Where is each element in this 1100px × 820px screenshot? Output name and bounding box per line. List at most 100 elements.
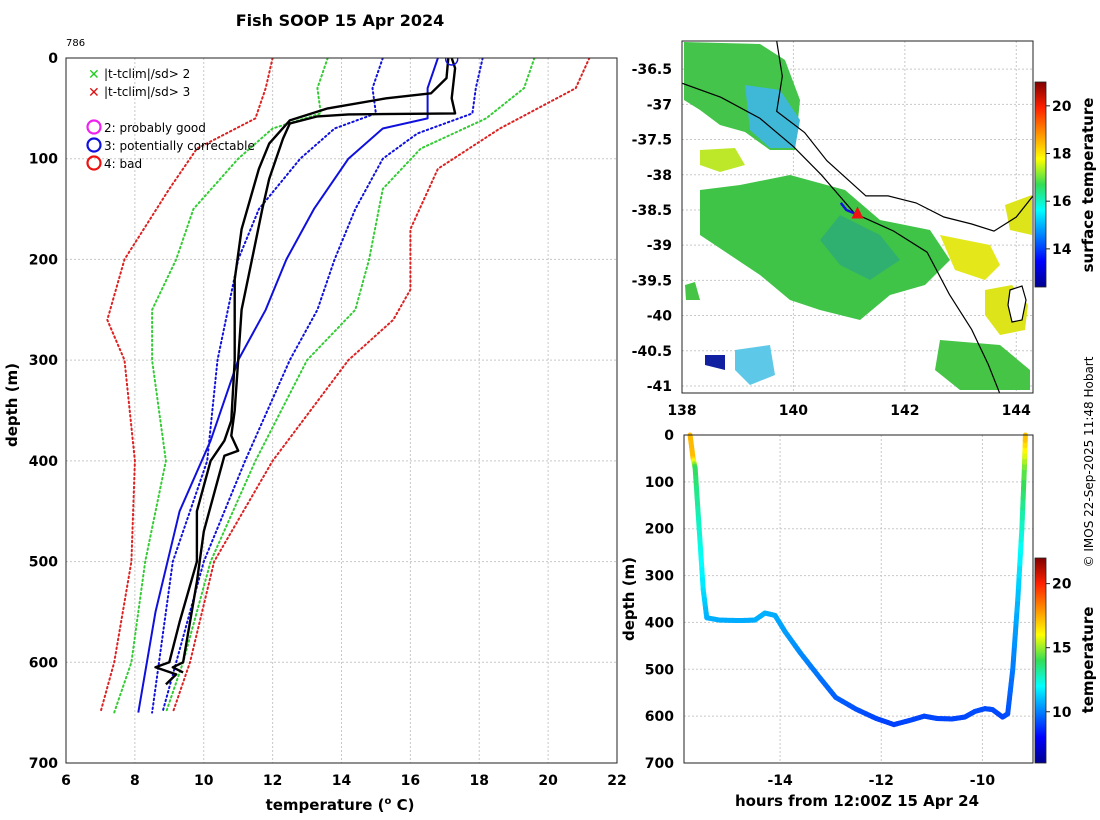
- series-clim-1sd: [151, 58, 384, 714]
- blue-circle-icon: [86, 137, 102, 153]
- sst-colorbar: [1034, 81, 1047, 288]
- profile-x-label: temperature (o C): [266, 796, 415, 814]
- series-clim-mean: [137, 58, 439, 713]
- sst-patch-cold: [705, 355, 725, 370]
- island-outline: [1007, 285, 1027, 323]
- sst-patch-dark: [820, 215, 900, 280]
- map-x-tick-label: 138: [667, 403, 696, 419]
- temp-colorbar-tick-label: 10: [1052, 705, 1072, 721]
- series-xbt-profile-1: [171, 58, 457, 674]
- temp-colorbar-label: temperature: [1079, 607, 1097, 714]
- x-tick-label: 14: [332, 773, 352, 789]
- map-y-tick-label: -40.5: [632, 344, 672, 360]
- time-depth-panel: -14 -12 -10 0 100 200 300 400 500 600 700 hours fr…: [620, 428, 1097, 810]
- y-tick-label: 700: [29, 756, 58, 772]
- time-depth-axes-box: [683, 434, 1034, 764]
- svg-text:2: probably good: 2: probably good: [104, 121, 206, 135]
- x-tick-label: 8: [130, 773, 140, 789]
- sst-patch-sw: [735, 345, 775, 385]
- x-tick-label: 18: [470, 773, 489, 789]
- time-depth-ticks: -14 -12 -10 0 100 200 300 400 500 600 700: [645, 428, 996, 789]
- sst-patch-yellowgreen: [700, 148, 745, 172]
- temp-colorbar-tick-label: 20: [1052, 577, 1072, 593]
- series-xbt-profile-2: [154, 58, 450, 686]
- x-tick-label: 16: [401, 773, 420, 789]
- sst-patch-central: [700, 175, 950, 320]
- map-y-tick-label: -39: [647, 238, 672, 254]
- series-clim-2sd: [113, 58, 329, 714]
- map-axes-box: [681, 40, 1034, 394]
- y-tick-label: 0: [48, 51, 58, 67]
- x-tick-label: 10: [194, 773, 214, 789]
- magenta-circle-icon: [86, 119, 102, 135]
- sst-field: [684, 42, 1032, 390]
- td-y-tick-label: 700: [645, 756, 674, 772]
- map-y-tick-label: -40: [647, 309, 673, 325]
- x-tick-label: 6: [61, 773, 71, 789]
- sst-colorbar-tick-label: 16: [1052, 194, 1071, 210]
- station-triangle-icon: [851, 206, 864, 219]
- x-tick-label: 12: [263, 773, 282, 789]
- x-tick-label: 22: [607, 773, 626, 789]
- sst-patch-cool: [745, 85, 800, 148]
- sst-colorbar-tick-label: 14: [1052, 242, 1072, 258]
- td-y-tick-label: 400: [645, 615, 674, 631]
- temp-colorbar: [1034, 557, 1047, 764]
- map-panel: 138 140 142 144 -36.5 -37 -37.5 -38 -38.5 -39 -39.…: [632, 40, 1097, 419]
- map-x-tick-label: 140: [779, 403, 808, 419]
- series-clim-2sd: [164, 58, 536, 714]
- chart-title: Fish SOOP 15 Apr 2024: [236, 11, 445, 30]
- coastline: [776, 41, 1033, 232]
- ship-track: [839, 202, 856, 215]
- map-x-tick-label: 144: [1002, 403, 1031, 419]
- map-y-tick-label: -37.5: [632, 133, 672, 149]
- qc-marker-circle-icon: [445, 58, 459, 66]
- svg-text:|t-tclim|/sd> 2: |t-tclim|/sd> 2: [104, 67, 190, 81]
- series-clim-3sd: [171, 58, 591, 714]
- td-y-tick-label: 100: [645, 475, 674, 491]
- temp-colorbar-ticks: 10 15 20: [1046, 577, 1072, 721]
- legend: ✕ |t-tclim|/sd> 2 ✕ |t-tclim|/sd> 3 2: p…: [86, 67, 255, 171]
- profile-axes-box: [65, 57, 618, 764]
- map-y-tick-label: -36.5: [632, 62, 672, 78]
- series-clim-1sd: [161, 58, 484, 714]
- map-y-tick-label: -37: [647, 97, 672, 113]
- map-y-tick-label: -39.5: [632, 273, 672, 289]
- credit: © IMOS 22-Sep-2025 11:48 Hobart: [1082, 356, 1096, 567]
- red-circle-icon: [86, 155, 102, 171]
- y-tick-label: 500: [29, 555, 58, 571]
- sst-colorbar-tick-label: 20: [1052, 99, 1072, 115]
- profile-y-label: depth (m): [3, 363, 21, 447]
- map-y-tick-label: -38: [647, 168, 672, 184]
- green-x-icon: ✕: [88, 67, 100, 83]
- legend-qc-2: 2: probably good: [86, 119, 206, 135]
- sst-colorbar-label: surface temperature: [1079, 98, 1097, 273]
- map-y-tick-label: -38.5: [632, 203, 672, 219]
- station-id: 786: [66, 38, 85, 49]
- temp-colorbar-tick-label: 15: [1052, 641, 1071, 657]
- profile-panel: 6 8 10 12 14 16 18 20 22 0 100 200 300 400 500 600 700 7…: [3, 38, 627, 814]
- td-y-tick-label: 300: [645, 569, 674, 585]
- y-tick-label: 200: [29, 252, 58, 268]
- y-tick-label: 300: [29, 353, 58, 369]
- y-tick-label: 100: [29, 152, 58, 168]
- map-content: [682, 41, 1033, 393]
- td-y-tick-label: 0: [664, 428, 674, 444]
- map-x-tick-label: 142: [890, 403, 919, 419]
- sst-patch-w: [685, 282, 700, 300]
- sst-patch-warm-east: [940, 235, 1000, 280]
- map-ticks: 138 140 142 144 -36.5 -37 -37.5 -38 -38.5 -39 -39.…: [632, 62, 1032, 419]
- series-clim-3sd: [99, 58, 274, 714]
- sst-colorbar-tick-label: 18: [1052, 147, 1071, 163]
- legend-flag-3sd: ✕ |t-tclim|/sd> 3: [88, 85, 190, 101]
- time-depth-track: [687, 432, 1028, 728]
- shelf-contour: [682, 82, 1001, 393]
- time-depth-y-label: depth (m): [620, 557, 638, 641]
- td-x-tick-label: -12: [869, 773, 894, 789]
- td-y-tick-label: 600: [645, 709, 674, 725]
- td-y-tick-label: 200: [645, 522, 674, 538]
- td-y-tick-label: 500: [645, 662, 674, 678]
- red-x-icon: ✕: [88, 85, 100, 101]
- svg-text:4: bad: 4: bad: [104, 157, 142, 171]
